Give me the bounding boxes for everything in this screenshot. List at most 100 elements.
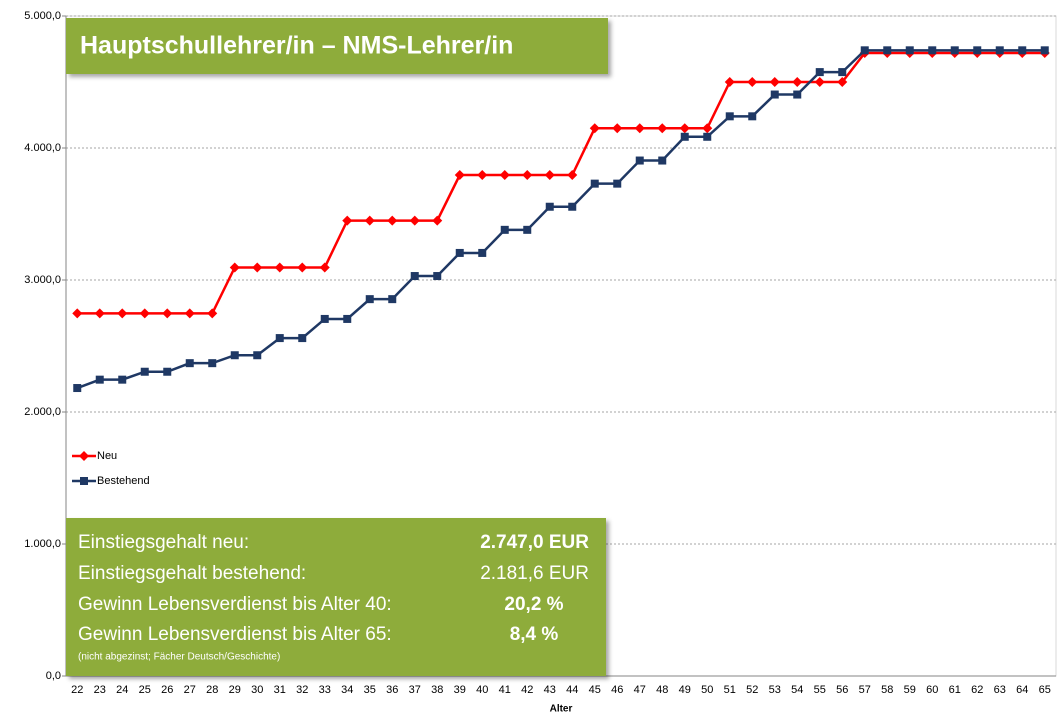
data-point xyxy=(118,375,127,384)
x-tick-label: 55 xyxy=(814,684,826,696)
y-tick-label: 1.000,0 xyxy=(24,538,61,550)
data-point xyxy=(95,375,104,384)
data-point xyxy=(814,77,825,87)
data-point xyxy=(140,367,149,376)
info-value: 2.747,0 EUR xyxy=(480,532,589,553)
data-point xyxy=(725,112,734,121)
data-point xyxy=(679,123,690,134)
x-tick-label: 44 xyxy=(566,684,578,696)
x-tick-label: 40 xyxy=(476,684,488,696)
data-point xyxy=(410,272,419,281)
x-tick-label: 39 xyxy=(454,684,466,696)
data-point xyxy=(343,314,352,323)
info-value: 2.181,6 EUR xyxy=(480,563,589,584)
data-point xyxy=(319,262,330,273)
x-tick-label: 59 xyxy=(904,684,916,696)
x-tick-label: 60 xyxy=(926,684,938,696)
data-point xyxy=(769,77,780,87)
chart-title: Hauptschullehrer/in – NMS-Lehrer/in xyxy=(80,32,513,60)
x-tick-label: 30 xyxy=(251,684,263,696)
x-tick-label: 53 xyxy=(769,684,781,696)
data-point xyxy=(724,77,735,87)
info-note: (nicht abgezinst; Fächer Deutsch/Geschic… xyxy=(78,652,280,663)
data-point xyxy=(703,132,712,141)
data-point xyxy=(1018,46,1027,55)
info-box xyxy=(66,518,606,676)
data-point xyxy=(94,308,105,319)
data-point xyxy=(454,170,465,181)
info-value: 8,4 % xyxy=(510,624,559,645)
x-tick-label: 23 xyxy=(94,684,106,696)
data-point xyxy=(658,156,667,165)
x-tick-label: 27 xyxy=(184,684,196,696)
info-value: 20,2 % xyxy=(504,594,563,615)
data-point xyxy=(837,77,848,87)
x-tick-label: 36 xyxy=(386,684,398,696)
data-point xyxy=(298,334,307,343)
x-tick-label: 24 xyxy=(116,684,128,696)
x-tick-label: 62 xyxy=(971,684,983,696)
legend-label: Neu xyxy=(97,450,117,462)
info-label: Gewinn Lebensverdienst bis Alter 65: xyxy=(78,624,392,645)
x-tick-label: 33 xyxy=(319,684,331,696)
y-tick-label: 3.000,0 xyxy=(24,274,61,286)
data-point xyxy=(544,170,555,181)
x-tick-label: 42 xyxy=(521,684,533,696)
data-point xyxy=(635,156,644,165)
data-point xyxy=(230,351,239,360)
x-tick-label: 45 xyxy=(589,684,601,696)
info-label: Einstiegsgehalt neu: xyxy=(78,532,249,553)
x-tick-label: 65 xyxy=(1039,684,1051,696)
y-tick-label: 5.000,0 xyxy=(24,10,61,22)
x-tick-label: 63 xyxy=(994,684,1006,696)
data-point xyxy=(433,272,442,281)
data-point xyxy=(364,215,375,226)
x-tick-label: 47 xyxy=(634,684,646,696)
info-label: Gewinn Lebensverdienst bis Alter 40: xyxy=(78,594,392,615)
series-line xyxy=(77,51,1045,315)
legend-marker xyxy=(79,451,89,461)
data-point xyxy=(365,295,374,304)
data-point xyxy=(388,295,397,304)
data-point xyxy=(613,179,622,188)
data-point xyxy=(117,308,128,319)
data-point xyxy=(950,46,959,55)
x-tick-label: 58 xyxy=(881,684,893,696)
x-tick-label: 26 xyxy=(161,684,173,696)
data-point xyxy=(522,170,533,181)
x-tick-label: 56 xyxy=(836,684,848,696)
x-tick-label: 31 xyxy=(274,684,286,696)
data-point xyxy=(883,46,892,55)
data-point xyxy=(793,90,802,99)
data-point xyxy=(815,68,824,77)
x-tick-label: 64 xyxy=(1016,684,1028,696)
data-point xyxy=(500,225,509,234)
data-point xyxy=(770,90,779,99)
data-point xyxy=(928,46,937,55)
data-point xyxy=(432,215,443,226)
data-point xyxy=(163,367,172,376)
x-tick-label: 32 xyxy=(296,684,308,696)
x-tick-label: 50 xyxy=(701,684,713,696)
x-tick-label: 35 xyxy=(364,684,376,696)
data-point xyxy=(208,359,217,368)
x-tick-label: 37 xyxy=(409,684,421,696)
data-point xyxy=(838,68,847,77)
data-point xyxy=(860,46,869,55)
y-tick-label: 4.000,0 xyxy=(24,142,61,154)
x-tick-label: 34 xyxy=(341,684,353,696)
series-line xyxy=(76,49,1045,390)
data-point xyxy=(184,308,195,319)
data-point xyxy=(1040,46,1049,55)
data-point xyxy=(995,46,1004,55)
data-point xyxy=(634,123,645,134)
x-tick-label: 25 xyxy=(139,684,151,696)
data-point xyxy=(387,215,398,226)
data-point xyxy=(342,215,353,226)
data-point xyxy=(680,132,689,141)
title-box xyxy=(66,18,608,74)
x-tick-label: 46 xyxy=(611,684,623,696)
data-point xyxy=(568,202,577,211)
data-point xyxy=(207,308,218,319)
data-point xyxy=(702,123,713,134)
